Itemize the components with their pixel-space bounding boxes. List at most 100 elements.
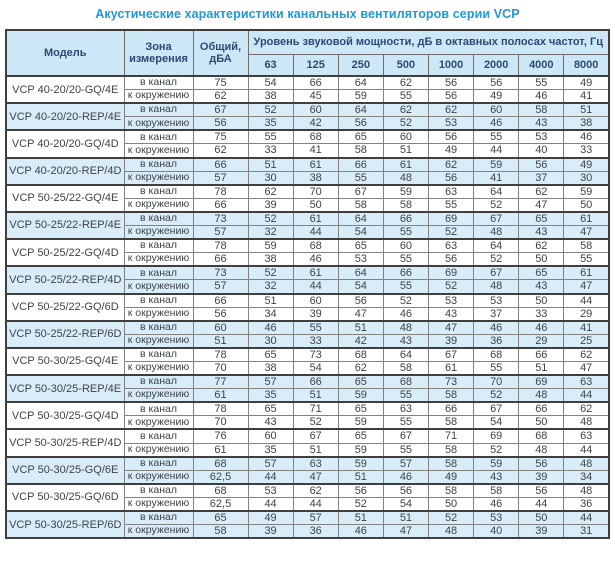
- table-row: к окружению 70 38 54 62 58 61 55 51 47: [6, 360, 610, 376]
- band-cell: 46: [518, 319, 565, 335]
- table-row: к окружению 57 32 44 54 55 52 48 43 47: [6, 225, 610, 240]
- band-cell: 44: [563, 388, 610, 403]
- band-cell: 58: [427, 442, 475, 458]
- band-cell: 59: [247, 238, 294, 254]
- freq-header-250: 250: [337, 53, 384, 77]
- band-cell: 68: [292, 129, 339, 145]
- table-row: VCP 50-25/22-REP/4E в канал 73 52 61 64 66 69 67…: [5, 210, 610, 240]
- total-dba-cell: 78: [192, 183, 249, 199]
- band-cell: 52: [382, 292, 430, 308]
- band-cell: 46: [382, 469, 430, 485]
- band-cell: 50: [563, 197, 610, 213]
- band-cell: 32: [247, 279, 294, 294]
- band-cell: 43: [427, 306, 475, 322]
- band-cell: 49: [563, 75, 610, 91]
- band-cell: 69: [518, 374, 565, 390]
- table-row: к окружению 66 38 46 53 55 56 52 50 55: [6, 252, 610, 267]
- band-cell: 62: [427, 156, 475, 172]
- band-cell: 55: [518, 75, 565, 91]
- band-cell: 51: [247, 156, 294, 172]
- zone-cell: к окружению: [123, 225, 194, 240]
- band-cell: 60: [292, 102, 339, 118]
- band-cell: 49: [247, 510, 294, 526]
- total-dba-cell: 76: [192, 428, 249, 444]
- band-cell: 69: [427, 210, 475, 227]
- band-cell: 70: [292, 183, 339, 199]
- band-cell: 48: [382, 170, 430, 186]
- band-cell: 25: [563, 333, 610, 349]
- band-cell: 56: [337, 116, 384, 131]
- zone-cell: к окружению: [123, 360, 194, 376]
- table-row: VCP 40-20/20-GQ/4D в канал 75 55 68 65 60 56 55 5…: [5, 129, 610, 159]
- band-cell: 44: [563, 510, 610, 526]
- model-cell: VCP 50-30/25-REP/4D: [5, 428, 125, 458]
- band-cell: 58: [382, 360, 430, 376]
- zone-cell: в канал: [123, 510, 194, 526]
- band-cell: 44: [292, 225, 339, 240]
- total-dba-cell: 61: [192, 442, 249, 458]
- band-cell: 56: [518, 482, 565, 498]
- zone-cell: к окружению: [123, 279, 194, 294]
- band-cell: 49: [473, 89, 520, 104]
- band-cell: 62: [427, 102, 475, 118]
- table-row: VCP 50-30/25-GQ/6D в канал 68 53 62 56 56 58 58 5…: [5, 482, 610, 512]
- band-cell: 48: [563, 482, 610, 498]
- band-cell: 55: [563, 252, 610, 267]
- band-cell: 48: [563, 455, 610, 471]
- band-cell: 62: [382, 102, 430, 118]
- band-cell: 60: [247, 428, 294, 444]
- zone-cell: в канал: [123, 265, 194, 281]
- band-cell: 49: [563, 156, 610, 172]
- band-cell: 64: [337, 265, 384, 281]
- zone-cell: в канал: [123, 210, 194, 227]
- band-cell: 65: [518, 210, 565, 227]
- band-cell: 47: [518, 197, 565, 213]
- table-row: к окружению 61 35 51 59 55 58 52 48 44: [6, 388, 610, 403]
- band-cell: 59: [382, 183, 430, 199]
- model-cell: VCP 40-20/20-REP/4E: [5, 102, 125, 131]
- band-cell: 53: [473, 292, 520, 308]
- band-cell: 44: [292, 279, 339, 294]
- table-row: VCP 50-30/25-REP/4E в канал 77 57 66 65 68 73 70…: [5, 374, 610, 403]
- band-cell: 70: [473, 374, 520, 390]
- band-cell: 43: [382, 333, 430, 349]
- band-cell: 55: [382, 388, 430, 403]
- model-cell: VCP 40-20/20-GQ/4D: [5, 129, 125, 159]
- total-dba-cell: 56: [192, 116, 249, 131]
- zone-cell: в канал: [123, 346, 194, 362]
- band-cell: 67: [337, 183, 384, 199]
- band-cell: 54: [292, 360, 339, 376]
- band-cell: 33: [518, 306, 565, 322]
- band-cell: 30: [247, 170, 294, 186]
- total-dba-cell: 77: [192, 374, 249, 390]
- model-cell: VCP 50-25/22-REP/4E: [5, 210, 125, 240]
- band-cell: 48: [427, 524, 475, 539]
- table-row: VCP 50-30/25-REP/6D в канал 65 49 57 51 51 52 53…: [5, 509, 610, 539]
- band-cell: 41: [473, 170, 520, 186]
- band-cell: 35: [247, 116, 294, 131]
- band-cell: 71: [292, 401, 339, 417]
- band-cell: 59: [473, 156, 520, 172]
- band-cell: 44: [247, 469, 294, 485]
- band-cell: 38: [247, 360, 294, 376]
- band-cell: 60: [382, 238, 430, 254]
- band-cell: 52: [473, 197, 520, 213]
- total-dba-cell: 56: [192, 306, 249, 322]
- band-cell: 55: [382, 252, 430, 267]
- band-cell: 53: [427, 116, 475, 131]
- total-dba-cell: 61: [192, 388, 249, 403]
- total-dba-cell: 51: [192, 333, 249, 349]
- band-cell: 54: [247, 75, 294, 91]
- total-dba-cell: 67: [192, 102, 249, 118]
- band-cell: 68: [382, 374, 430, 390]
- band-cell: 52: [473, 252, 520, 267]
- band-cell: 39: [247, 524, 294, 539]
- band-cell: 62: [518, 183, 565, 199]
- zone-cell: в канал: [123, 75, 194, 91]
- band-cell: 59: [563, 183, 610, 199]
- band-cell: 57: [247, 374, 294, 390]
- band-cell: 69: [473, 428, 520, 444]
- band-cell: 35: [247, 442, 294, 458]
- band-cell: 52: [382, 116, 430, 131]
- table-header: Модель Зона измерения Общий, дБА Уровень…: [5, 29, 610, 77]
